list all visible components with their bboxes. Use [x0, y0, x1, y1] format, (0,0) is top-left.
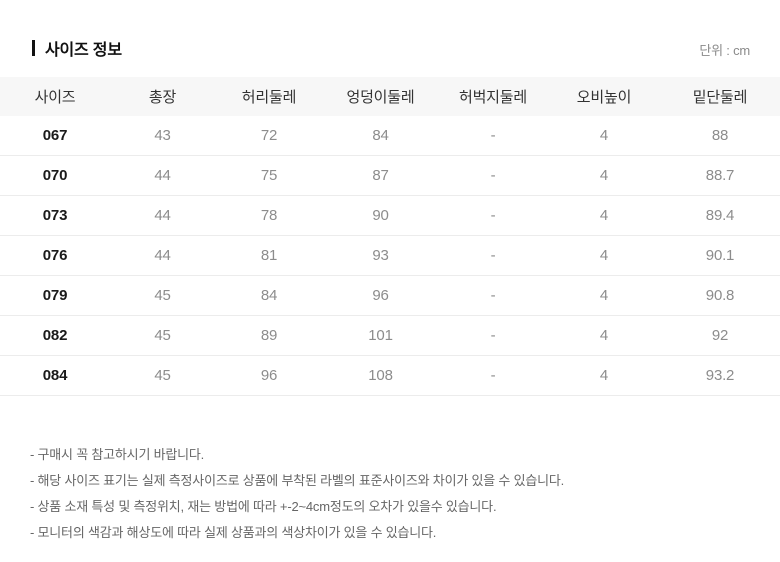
value-cell: 88	[711, 127, 729, 144]
size-cell: 073	[42, 207, 68, 224]
value-cell: 4	[599, 327, 609, 344]
table-row: 067 43 72 84 - 4 88	[0, 116, 780, 156]
section-title: 사이즈 정보	[32, 36, 122, 60]
value-cell: -	[490, 207, 496, 224]
value-cell: 84	[372, 127, 389, 144]
header-cell: 사이즈	[34, 89, 76, 106]
value-cell: 92	[711, 327, 729, 344]
value-cell: 45	[154, 287, 171, 304]
value-cell: 45	[154, 367, 171, 384]
value-cell: 101	[368, 327, 393, 344]
header-cell: 허벅지둘레	[458, 89, 527, 106]
value-cell: 44	[154, 167, 171, 184]
value-cell: 96	[372, 287, 389, 304]
size-table: 사이즈 총장 허리둘레 엉덩이둘레 허벅지둘레 오비높이 밑단둘레 067 43 72 84…	[0, 77, 780, 396]
value-cell: 4	[599, 367, 609, 384]
section-header: 사이즈 정보 단위 : cm	[0, 0, 780, 60]
table-row: 079 45 84 96 - 4 90.8	[0, 276, 780, 316]
value-cell: 89	[260, 327, 278, 344]
note-item: - 해당 사이즈 표기는 실제 측정사이즈로 상품에 부착된 라벨의 표준사이즈…	[30, 473, 565, 488]
value-cell: 4	[599, 287, 609, 304]
value-cell: 90.1	[705, 247, 735, 264]
notes-list: - 구매시 꼭 참고하시기 바랍니다. - 해당 사이즈 표기는 실제 측정사이즈…	[0, 396, 780, 546]
value-cell: 88.7	[705, 167, 735, 184]
value-cell: 75	[260, 167, 278, 184]
size-cell: 070	[42, 167, 68, 184]
size-cell: 082	[42, 327, 68, 344]
value-cell: 108	[368, 367, 393, 384]
value-cell: 81	[260, 247, 278, 264]
note-item: - 상품 소재 특성 및 측정위치, 재는 방법에 따라 +-2~4cm정도의 …	[30, 499, 497, 514]
value-cell: 4	[599, 207, 609, 224]
value-cell: 87	[372, 167, 389, 184]
size-table-header-row: 사이즈 총장 허리둘레 엉덩이둘레 허벅지둘레 오비높이 밑단둘레	[0, 77, 780, 116]
size-table-body: 067 43 72 84 - 4 88 070 44 75 87 - 4 88.…	[0, 116, 780, 396]
value-cell: 96	[260, 367, 278, 384]
value-cell: 44	[154, 207, 171, 224]
value-cell: 78	[260, 207, 278, 224]
size-cell: 079	[42, 287, 68, 304]
value-cell: -	[490, 127, 496, 144]
header-cell: 오비높이	[576, 89, 632, 106]
size-cell: 067	[42, 127, 68, 144]
table-row: 070 44 75 87 - 4 88.7	[0, 156, 780, 196]
value-cell: -	[490, 367, 496, 384]
value-cell: 89.4	[705, 207, 735, 224]
table-row: 082 45 89 101 - 4 92	[0, 316, 780, 356]
value-cell: 4	[599, 247, 609, 264]
value-cell: 90	[372, 207, 389, 224]
header-cell: 엉덩이둘레	[346, 89, 415, 106]
value-cell: 45	[154, 327, 171, 344]
table-row: 076 44 81 93 - 4 90.1	[0, 236, 780, 276]
value-cell: -	[490, 327, 496, 344]
header-cell: 총장	[148, 89, 177, 106]
value-cell: -	[490, 167, 496, 184]
table-row: 084 45 96 108 - 4 93.2	[0, 356, 780, 396]
value-cell: 72	[260, 127, 278, 144]
value-cell: 93	[372, 247, 389, 264]
value-cell: 90.8	[705, 287, 735, 304]
header-cell: 밑단둘레	[692, 89, 748, 106]
value-cell: -	[490, 247, 496, 264]
unit-label: 단위 : cm	[699, 43, 750, 58]
value-cell: 44	[154, 247, 171, 264]
value-cell: 43	[154, 127, 171, 144]
size-cell: 084	[42, 367, 68, 384]
note-item: - 구매시 꼭 참고하시기 바랍니다.	[30, 447, 205, 462]
note-item: - 모니터의 색감과 해상도에 따라 실제 상품과의 색상차이가 있을 수 있습…	[30, 525, 437, 540]
value-cell: 4	[599, 127, 609, 144]
size-cell: 076	[42, 247, 68, 264]
header-cell: 허리둘레	[241, 89, 297, 106]
title-accent-bar	[32, 40, 35, 56]
value-cell: 4	[599, 167, 609, 184]
value-cell: 93.2	[705, 367, 735, 384]
value-cell: 84	[260, 287, 278, 304]
page-title: 사이즈 정보	[45, 42, 122, 59]
value-cell: -	[490, 287, 496, 304]
table-row: 073 44 78 90 - 4 89.4	[0, 196, 780, 236]
